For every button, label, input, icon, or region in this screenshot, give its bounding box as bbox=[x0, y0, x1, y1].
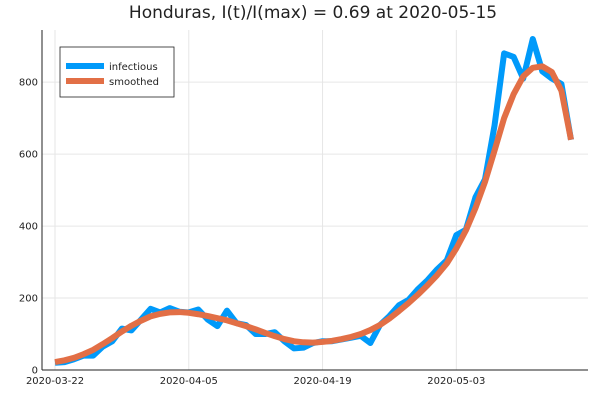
y-tick-label-0: 0 bbox=[32, 366, 38, 377]
x-tick-label-2020-03-22: 2020-03-22 bbox=[26, 376, 84, 387]
legend: infectious smoothed bbox=[59, 46, 175, 98]
chart-title: Honduras, I(t)/I(max) = 0.69 at 2020-05-… bbox=[129, 3, 497, 23]
y-tick-label-600: 600 bbox=[19, 150, 38, 161]
x-tick-label-2020-04-19: 2020-04-19 bbox=[293, 376, 351, 387]
x-tick-label-2020-05-03: 2020-05-03 bbox=[427, 376, 485, 387]
legend-box bbox=[59, 46, 175, 98]
axes: 0 200 400 600 800 2020-03-22 2020-04-05 2020-04… bbox=[19, 30, 588, 387]
x-tick-label-2020-04-05: 2020-04-05 bbox=[160, 376, 218, 387]
series-layer bbox=[54, 35, 574, 366]
y-tick-label-800: 800 bbox=[19, 78, 38, 89]
series-line-smoothed bbox=[54, 63, 574, 366]
legend-label-smoothed: smoothed bbox=[109, 77, 159, 88]
legend-label-infectious: infectious bbox=[109, 62, 158, 73]
y-tick-label-200: 200 bbox=[19, 294, 38, 305]
y-tick-label-400: 400 bbox=[19, 222, 38, 233]
